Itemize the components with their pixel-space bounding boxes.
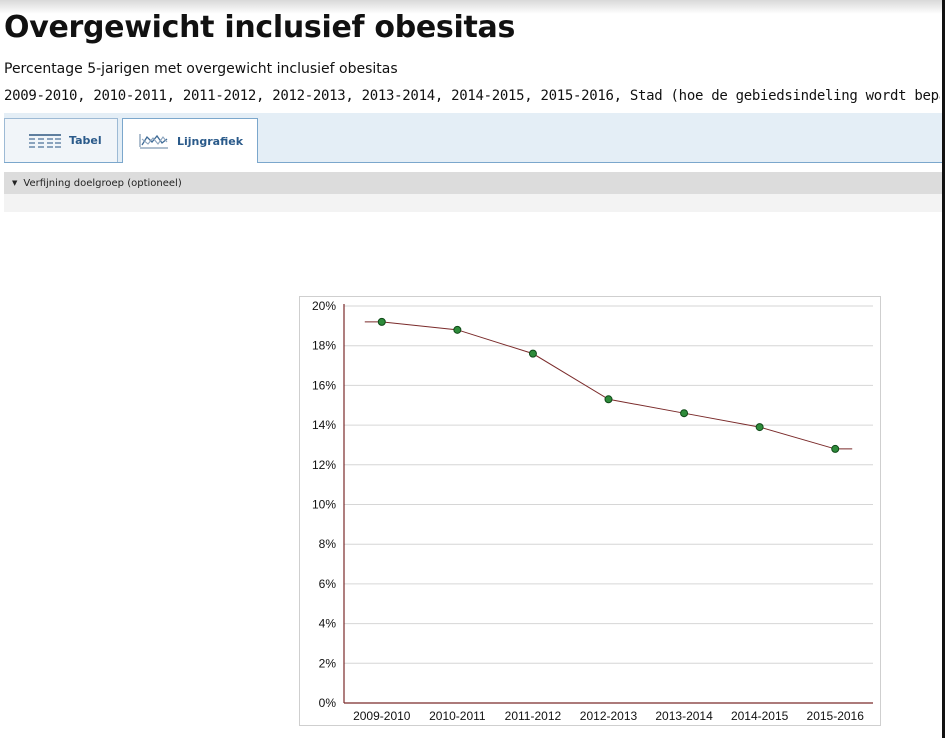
y-tick-label: 0% xyxy=(319,696,337,710)
x-tick-label: 2011-2012 xyxy=(505,709,562,723)
x-tick-label: 2015-2016 xyxy=(807,709,865,723)
window-edge xyxy=(942,0,945,738)
y-tick-label: 20% xyxy=(312,299,336,313)
line-chart: 0% 2% 4% 6% 8% 10% 12% 14% 16% 18% 20% 2009-2010 201… xyxy=(299,296,881,726)
data-point xyxy=(831,444,840,453)
page-subtitle: Percentage 5-jarigen met overgewicht inc… xyxy=(4,61,398,77)
y-tick-label: 14% xyxy=(312,418,336,432)
refine-label: Verfijning doelgroep (optioneel) xyxy=(23,178,182,189)
y-tick-label: 8% xyxy=(319,537,337,551)
tab-tabel-label: Tabel xyxy=(69,134,102,147)
caret-down-icon: ▼ xyxy=(12,179,18,187)
top-shadow xyxy=(0,0,945,14)
y-tick-label: 10% xyxy=(312,498,336,512)
page-title: Overgewicht inclusief obesitas xyxy=(4,10,516,45)
data-point xyxy=(755,423,764,432)
period-selection: 2009-2010, 2010-2011, 2011-2012, 2012-20… xyxy=(4,88,940,104)
x-tick-label: 2014-2015 xyxy=(731,709,789,723)
x-tick-label: 2013-2014 xyxy=(655,709,713,723)
data-point xyxy=(680,409,689,418)
data-point xyxy=(604,395,613,404)
y-tick-label: 12% xyxy=(312,458,336,472)
data-point xyxy=(377,317,386,326)
data-point xyxy=(453,325,462,334)
y-tick-label: 18% xyxy=(312,339,336,353)
data-point xyxy=(528,349,537,358)
x-tick-label: 2010-2011 xyxy=(429,709,486,723)
y-tick-label: 6% xyxy=(319,577,337,591)
table-icon xyxy=(29,133,69,148)
y-tick-label: 4% xyxy=(319,617,337,631)
tab-lijngrafiek[interactable]: Lijngrafiek xyxy=(122,118,258,163)
refine-panel xyxy=(4,194,942,212)
line-chart-icon xyxy=(139,133,177,149)
refine-target-group-toggle[interactable]: ▼ Verfijning doelgroep (optioneel) xyxy=(4,172,942,194)
line-chart-svg: 0% 2% 4% 6% 8% 10% 12% 14% 16% 18% 20% 2009-2010 201… xyxy=(312,299,873,723)
tab-tabel[interactable]: Tabel xyxy=(4,118,118,162)
x-tick-label: 2012-2013 xyxy=(580,709,638,723)
y-tick-label: 16% xyxy=(312,378,336,392)
tab-lijngrafiek-label: Lijngrafiek xyxy=(177,134,244,148)
y-tick-label: 2% xyxy=(319,656,337,670)
view-tabs: Tabel Lijngrafiek xyxy=(4,113,942,163)
x-tick-label: 2009-2010 xyxy=(353,709,411,723)
